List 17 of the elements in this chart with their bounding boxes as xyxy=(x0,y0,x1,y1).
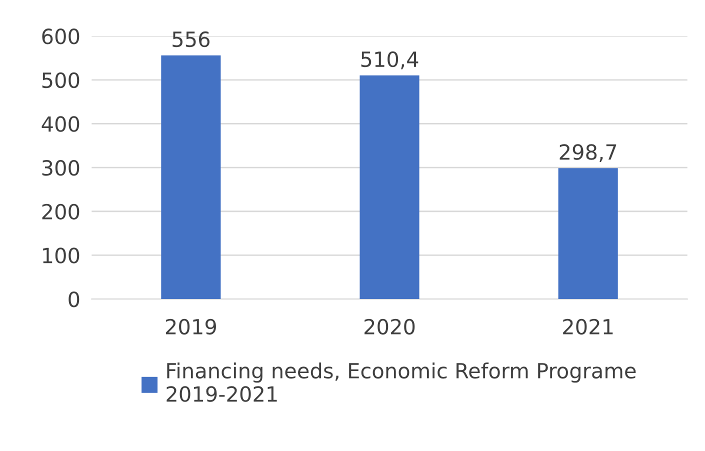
data-label: 298,7 xyxy=(560,144,616,162)
x-tick-label: 2020 xyxy=(364,318,415,335)
y-tick-label: 600 xyxy=(42,28,80,44)
legend-label: Financing needs, Economic Reform Programe 2019-2021 xyxy=(166,362,636,402)
bar xyxy=(161,55,221,300)
data-label: 556 xyxy=(172,31,210,48)
data-label: 510,4 xyxy=(361,51,418,70)
x-tick-label: 2021 xyxy=(563,318,613,335)
y-tick-label: 200 xyxy=(42,204,80,220)
y-tick-label: 400 xyxy=(42,116,80,132)
x-tick-label: 2019 xyxy=(166,318,216,335)
y-tick-label: 100 xyxy=(43,248,80,264)
y-tick-label: 500 xyxy=(42,72,80,88)
bar xyxy=(360,75,420,300)
bar xyxy=(558,168,618,300)
y-tick-label: 300 xyxy=(42,160,80,176)
y-tick-label: 0 xyxy=(68,291,80,308)
